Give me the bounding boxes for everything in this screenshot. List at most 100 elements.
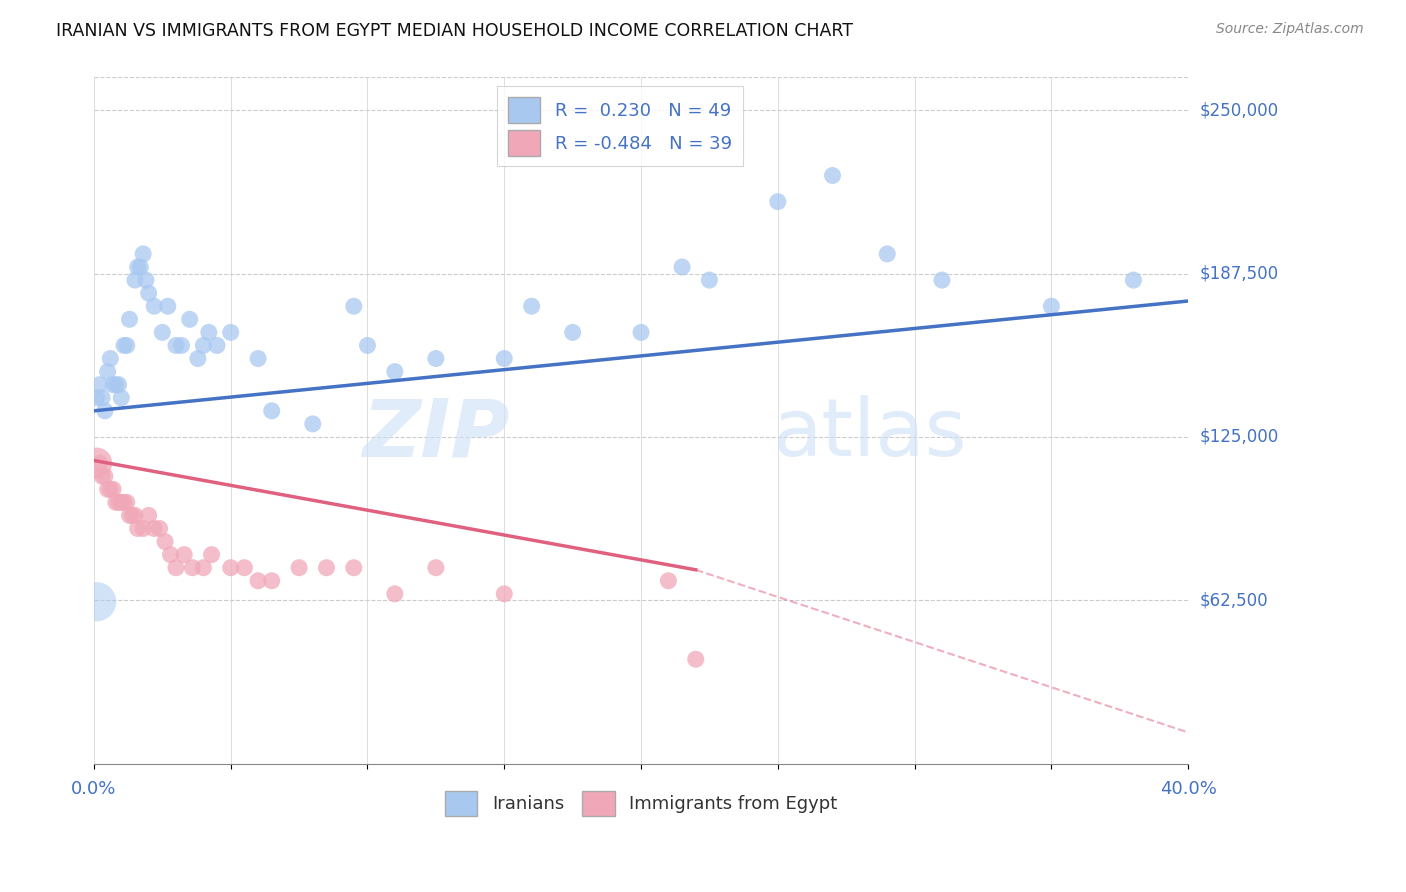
Point	[494, 587, 516, 601]
Point	[170, 338, 193, 352]
Point	[630, 326, 652, 340]
Point	[86, 456, 108, 470]
Point	[425, 351, 447, 366]
Point	[121, 508, 143, 523]
Text: $187,500: $187,500	[1199, 265, 1278, 283]
Point	[179, 312, 201, 326]
Point	[104, 377, 127, 392]
Point	[124, 273, 146, 287]
Point	[384, 365, 406, 379]
Text: $62,500: $62,500	[1199, 591, 1268, 609]
Point	[699, 273, 721, 287]
Point	[671, 260, 693, 274]
Point	[821, 169, 844, 183]
Point	[89, 377, 111, 392]
Point	[89, 456, 111, 470]
Text: ZIP: ZIP	[363, 395, 510, 474]
Point	[94, 404, 117, 418]
Point	[247, 574, 270, 588]
Point	[260, 404, 283, 418]
Point	[97, 483, 120, 497]
Point	[193, 560, 215, 574]
Point	[159, 548, 181, 562]
Text: 0.0%: 0.0%	[72, 780, 117, 798]
Text: $125,000: $125,000	[1199, 428, 1278, 446]
Point	[143, 521, 166, 535]
Point	[260, 574, 283, 588]
Point	[173, 548, 195, 562]
Point	[118, 508, 141, 523]
Point	[91, 469, 114, 483]
Point	[219, 560, 242, 574]
Point	[143, 299, 166, 313]
Point	[198, 326, 221, 340]
Point	[165, 338, 187, 352]
Point	[187, 351, 209, 366]
Point	[876, 247, 898, 261]
Point	[561, 326, 583, 340]
Point	[127, 260, 149, 274]
Text: IRANIAN VS IMMIGRANTS FROM EGYPT MEDIAN HOUSEHOLD INCOME CORRELATION CHART: IRANIAN VS IMMIGRANTS FROM EGYPT MEDIAN …	[56, 22, 853, 40]
Point	[86, 595, 108, 609]
Point	[98, 483, 121, 497]
Point	[101, 377, 124, 392]
Point	[425, 560, 447, 574]
Point	[205, 338, 228, 352]
Point	[94, 469, 117, 483]
Point	[181, 560, 204, 574]
Point	[107, 377, 129, 392]
Point	[200, 548, 222, 562]
Point	[150, 326, 173, 340]
Point	[110, 495, 132, 509]
Text: Source: ZipAtlas.com: Source: ZipAtlas.com	[1216, 22, 1364, 37]
Point	[101, 483, 124, 497]
Point	[135, 273, 157, 287]
Point	[156, 299, 179, 313]
Point	[112, 338, 135, 352]
Point	[343, 299, 366, 313]
Point	[153, 534, 176, 549]
Text: atlas: atlas	[772, 395, 967, 474]
Point	[343, 560, 366, 574]
Point	[127, 521, 149, 535]
Point	[104, 495, 127, 509]
Point	[107, 495, 129, 509]
Point	[657, 574, 679, 588]
Point	[124, 508, 146, 523]
Point	[165, 560, 187, 574]
Point	[98, 351, 121, 366]
Point	[138, 508, 160, 523]
Point	[132, 247, 155, 261]
Point	[138, 286, 160, 301]
Legend: Iranians, Immigrants from Egypt: Iranians, Immigrants from Egypt	[437, 783, 845, 823]
Point	[520, 299, 543, 313]
Point	[301, 417, 323, 431]
Text: 40.0%: 40.0%	[1160, 780, 1216, 798]
Point	[233, 560, 256, 574]
Point	[129, 260, 152, 274]
Point	[110, 391, 132, 405]
Point	[86, 391, 108, 405]
Point	[384, 587, 406, 601]
Point	[356, 338, 378, 352]
Point	[288, 560, 311, 574]
Point	[91, 391, 114, 405]
Point	[115, 495, 138, 509]
Text: $250,000: $250,000	[1199, 101, 1278, 120]
Point	[149, 521, 172, 535]
Point	[1040, 299, 1063, 313]
Point	[219, 326, 242, 340]
Point	[97, 365, 120, 379]
Point	[685, 652, 707, 666]
Point	[112, 495, 135, 509]
Point	[766, 194, 789, 209]
Point	[193, 338, 215, 352]
Point	[315, 560, 337, 574]
Point	[118, 312, 141, 326]
Point	[494, 351, 516, 366]
Point	[1122, 273, 1144, 287]
Point	[115, 338, 138, 352]
Point	[132, 521, 155, 535]
Point	[931, 273, 953, 287]
Point	[247, 351, 270, 366]
